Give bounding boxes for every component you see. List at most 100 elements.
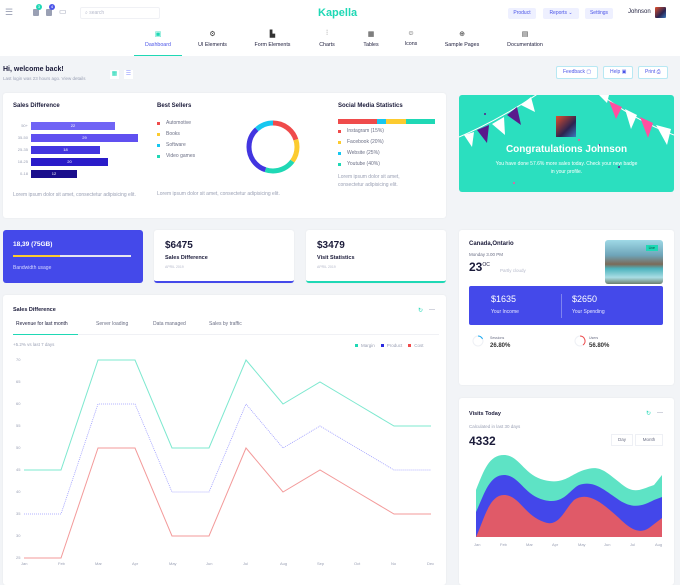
divider — [561, 294, 562, 318]
weather-image: Live — [605, 240, 663, 284]
search-input[interactable]: ⌕ search — [80, 7, 160, 19]
sales-line-chart-card: Sales Difference ↻ — Revenue for last mo… — [3, 295, 446, 585]
legend-swatch — [338, 162, 341, 166]
visit-statistics-stat-card: $3479 Visit Statistics APRIL 2019 — [306, 230, 446, 283]
segment-facebook — [386, 119, 406, 124]
logo[interactable]: Kapella — [318, 7, 358, 19]
tab-form-elements[interactable]: ▙ Form Elements — [250, 30, 295, 56]
svg-text:Feb: Feb — [500, 542, 508, 547]
weather-location: Canada,Ontario — [469, 241, 514, 247]
sales-difference-stat-card: $6475 Sales Difference APRIL 2019 — [154, 230, 294, 283]
tab-sample-pages[interactable]: ⊕ Sample Pages — [442, 30, 482, 56]
visits-value: 4332 — [469, 434, 496, 448]
legend-item: Video games — [157, 153, 195, 159]
overview-card: Sales Difference 50+ 22 35-50 29 25-35 1… — [3, 93, 446, 218]
congrats-title: Congratulations Johnson — [505, 144, 628, 155]
legend-margin: Margin — [355, 343, 375, 348]
congratulations-card: Congratulations Johnson You have done 57… — [459, 95, 674, 192]
svg-text:Sep: Sep — [317, 561, 325, 566]
notifications-badge: 3 — [36, 4, 42, 10]
weather-time: Monday 3.00 PM — [469, 252, 504, 257]
help-button[interactable]: Help ▣ — [603, 66, 634, 79]
print-button[interactable]: Print ⎙ — [638, 66, 668, 79]
bar-label: 35-50 — [17, 135, 28, 140]
legend-item: Software — [157, 142, 195, 148]
visits-area-chart: Jan Feb Mar Apr May Jun Jul Aug — [474, 455, 662, 547]
day-toggle[interactable]: Day — [611, 434, 633, 446]
tab-charts[interactable]: ⫶ Charts — [313, 30, 341, 56]
svg-text:30: 30 — [16, 533, 21, 538]
weather-condition: Partly cloudy — [500, 268, 526, 273]
sales-difference-title: Sales Difference — [13, 103, 60, 109]
tab-documentation[interactable]: ▤ Documentation — [503, 30, 547, 56]
svg-text:65: 65 — [16, 379, 21, 384]
product-button[interactable]: Product — [508, 8, 536, 19]
minimize-icon[interactable]: — — [429, 307, 435, 313]
legend-label: Facebook (20%) — [347, 139, 384, 145]
live-badge: Live — [645, 245, 658, 251]
svg-text:Jan: Jan — [21, 561, 27, 566]
tab-server-loading[interactable]: Server loading — [96, 321, 129, 327]
reports-dropdown[interactable]: Reports ⌄ — [543, 8, 579, 19]
grid-view-button[interactable]: ▦ — [110, 70, 119, 79]
top-bar: ☰ 3 4 ▭ ⌕ search Kapella Product Reports… — [0, 0, 680, 56]
sales-chart-title: Sales Difference — [13, 307, 56, 313]
legend-label: Product — [386, 343, 403, 348]
documentation-icon: ▤ — [521, 31, 529, 38]
svg-text:No: No — [391, 561, 397, 566]
sales-line-chart: 70 65 60 55 50 45 40 35 30 25 Jan Feb Mar Apr May Jun J… — [16, 357, 434, 566]
tab-sales-by-traffic[interactable]: Sales by traffic — [209, 321, 242, 327]
minimize-icon[interactable]: — — [657, 410, 663, 416]
svg-text:Feb: Feb — [58, 561, 66, 566]
tab-label: Charts — [319, 42, 335, 48]
mail-icon[interactable]: 4 — [46, 4, 55, 16]
page-title: Hi, welcome back! — [3, 66, 64, 73]
svg-text:Mar: Mar — [95, 561, 103, 566]
svg-text:Apr: Apr — [132, 561, 139, 566]
bar-label: 50+ — [21, 123, 28, 128]
tab-icons[interactable]: ☺ Icons — [400, 30, 422, 56]
refresh-icon[interactable]: ↻ — [418, 308, 424, 314]
search-icon: ⌕ — [85, 10, 90, 16]
svg-text:60: 60 — [16, 401, 21, 406]
legend-label: Margin — [361, 343, 375, 348]
legend-item: Automotive — [157, 120, 195, 126]
tab-ui-elements[interactable]: ⚙ UI Elements — [190, 30, 235, 56]
sessions-progress-ring — [472, 335, 484, 347]
month-toggle[interactable]: Month — [635, 434, 663, 446]
tab-label: Dashboard — [145, 42, 171, 48]
visits-today-card: Visits Today ↻ — Calculated in last 30 d… — [459, 398, 674, 585]
avatar[interactable] — [655, 7, 666, 18]
svg-text:Oct: Oct — [354, 561, 361, 566]
list-view-button[interactable]: ☰ — [124, 70, 133, 79]
svg-text:35: 35 — [16, 511, 21, 516]
tab-dashboard[interactable]: ▣ Dashboard — [134, 30, 182, 56]
tab-data-managed[interactable]: Data managed — [153, 321, 186, 327]
user-name[interactable]: Johnson — [628, 9, 651, 15]
congrats-avatar — [556, 116, 576, 137]
tab-tables[interactable]: ▦ Tables — [358, 30, 384, 56]
svg-text:Apr: Apr — [552, 542, 559, 547]
svg-text:Jun: Jun — [206, 561, 212, 566]
search-placeholder: search — [89, 10, 105, 16]
tab-revenue[interactable]: Revenue for last month — [13, 321, 78, 335]
notifications-icon[interactable]: 3 — [33, 4, 42, 16]
menu-icon[interactable]: ☰ — [5, 7, 14, 17]
weather-card: Canada,Ontario Monday 3.00 PM 23OC Partl… — [459, 230, 674, 385]
feedback-button[interactable]: Feedback ▢ — [556, 66, 599, 79]
reports-label: Reports — [549, 10, 567, 16]
bandwidth-progress — [13, 255, 131, 257]
svg-text:Aug: Aug — [280, 561, 287, 566]
bar-label: 0-18 — [19, 171, 28, 176]
svg-text:Aug: Aug — [655, 542, 662, 547]
chat-icon[interactable]: ▭ — [59, 7, 67, 16]
income-label: Your Income — [491, 309, 519, 315]
svg-text:Jul: Jul — [243, 561, 248, 566]
social-stacked-bar — [338, 119, 435, 124]
bar: 29 — [31, 134, 138, 142]
stat-label: Sales Difference — [165, 255, 208, 261]
tab-label: Form Elements — [254, 42, 291, 48]
settings-button[interactable]: Settings — [585, 8, 613, 19]
refresh-icon[interactable]: ↻ — [646, 411, 652, 417]
bar-label: 25-35 — [17, 147, 28, 152]
